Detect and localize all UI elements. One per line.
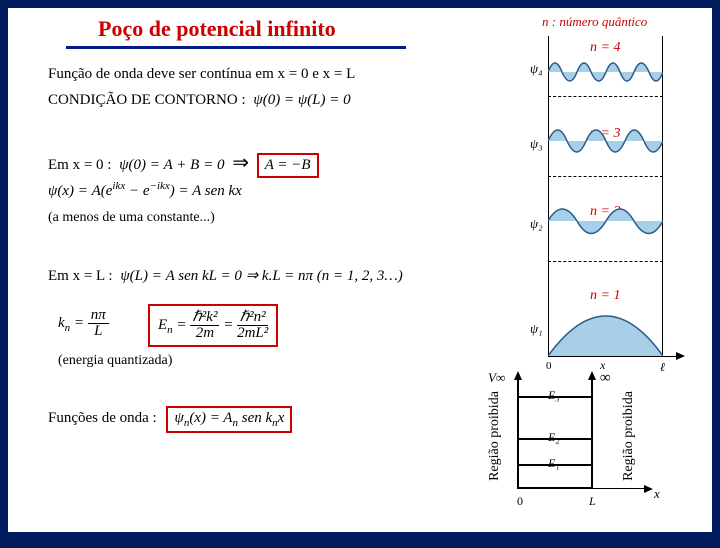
wf-d: sen k	[238, 410, 272, 426]
eq-En: En = ℏ²k² 2m = ℏ²n² 2mL²	[148, 304, 278, 347]
dash-2	[548, 261, 663, 262]
x0-label: Em x = 0 :	[48, 157, 111, 173]
forbidden-right: Região proibida	[622, 391, 636, 481]
well-L: L	[589, 494, 596, 509]
xL-label: Em x = L :	[48, 268, 113, 284]
En-eq: =	[173, 317, 191, 333]
wf-label: Funções de onda :	[48, 410, 157, 426]
forbidden-right-text: Região proibida	[622, 391, 636, 481]
eq-xL: Em x = L : ψ(L) = A sen kL = 0 ⇒ k.L = n…	[48, 266, 403, 285]
kn-eq1: =	[70, 315, 88, 331]
x0-eq: ψ(0) = A + B = 0	[119, 157, 224, 173]
En-eq2: =	[223, 317, 237, 333]
eq-const: (a menos de uma constante...)	[48, 210, 215, 226]
well-E2-label: E₂	[548, 430, 560, 445]
kn-k: k	[58, 315, 65, 331]
slide: Poço de potencial infinito Função de ond…	[8, 8, 712, 532]
forbidden-left-text: Região proibida	[488, 391, 502, 481]
En-num1: ℏ²k²	[190, 310, 219, 326]
bc-eq: ψ(0) = ψ(L) = 0	[253, 92, 350, 108]
well-x: x	[654, 486, 660, 502]
label-psi3: ψ₃	[530, 136, 543, 152]
quantum-n-caption: n : número quântico	[542, 14, 647, 30]
xL-eq: ψ(L) = A sen kL = 0 ⇒ k.L = nπ (n = 1, 2…	[120, 268, 402, 284]
label-psi4: ψ₄	[530, 61, 543, 77]
eq-psi: ψ(x) = A(eikx − e−ikx) = A sen kx	[48, 180, 242, 200]
well-wall-right	[591, 378, 593, 488]
dash-3	[548, 176, 663, 177]
well-wall-left	[517, 378, 519, 488]
eq-continuity: Função de onda deve ser contínua em x = …	[48, 66, 355, 83]
psi-s1: ikx	[112, 180, 125, 192]
psi-b: − e	[125, 183, 149, 199]
En-den1: 2m	[190, 326, 219, 341]
well-floor	[517, 487, 593, 489]
wavefunction-panel: n : número quântico n = 4 ψ₄ n = 3 ψ₃ n …	[532, 36, 692, 376]
kn-den: L	[88, 324, 109, 339]
well-Vinf-left: V∞	[488, 370, 505, 386]
well-E3-label: E₃	[548, 388, 560, 403]
label-psi1: ψ₁	[530, 321, 543, 337]
arrow-implies-1: ⇒	[232, 152, 249, 174]
wf-e: x	[278, 410, 285, 426]
En-num2: ℏ²n²	[237, 310, 268, 326]
En-E: E	[158, 317, 167, 333]
wave-n1	[548, 301, 663, 356]
wave-n4	[548, 52, 663, 92]
psi-c: ) = A sen kx	[170, 183, 242, 199]
bc-label: CONDIÇÃO DE CONTORNO :	[48, 92, 246, 108]
wave-n3	[548, 116, 663, 166]
wave-zero: 0	[546, 360, 552, 372]
eq-quantized: (energia quantizada)	[58, 353, 172, 369]
wave-n2	[548, 194, 663, 249]
wf-c: (x) = A	[189, 410, 232, 426]
wave-ell: ℓ	[660, 360, 665, 375]
x0-result: A = −B	[257, 153, 319, 178]
psi-s2: −ikx	[150, 180, 170, 192]
eq-wavefn: Funções de onda : ψn(x) = An sen knx	[48, 406, 292, 433]
well-x-arrow	[644, 485, 653, 493]
wf-box: ψn(x) = An sen knx	[166, 406, 292, 433]
wave-xaxis-arrow	[676, 352, 685, 360]
well-inf-right: ∞	[600, 370, 611, 387]
label-psi2: ψ₂	[530, 216, 543, 232]
En-den2: 2mL²	[237, 326, 268, 341]
potential-well: V∞ ∞ E₃ E₂ E₁ Região proibida Região pro…	[462, 374, 652, 514]
dash-4	[548, 96, 663, 97]
wf-psi: ψ	[174, 410, 183, 426]
eq-bc: CONDIÇÃO DE CONTORNO : ψ(0) = ψ(L) = 0	[48, 92, 351, 109]
well-zero: 0	[517, 494, 523, 509]
eq-kn: kn = nπ L	[58, 308, 109, 339]
title-underline	[66, 46, 406, 49]
well-x-ext	[591, 488, 647, 489]
well-E1-label: E₁	[548, 456, 560, 471]
kn-num: nπ	[88, 308, 109, 324]
page-title: Poço de potencial infinito	[98, 16, 336, 42]
wave-xaxis	[548, 356, 678, 357]
forbidden-left: Região proibida	[488, 391, 502, 481]
eq-x0: Em x = 0 : ψ(0) = A + B = 0 ⇒ A = −B	[48, 150, 319, 178]
psi-a: ψ(x) = A(e	[48, 183, 112, 199]
